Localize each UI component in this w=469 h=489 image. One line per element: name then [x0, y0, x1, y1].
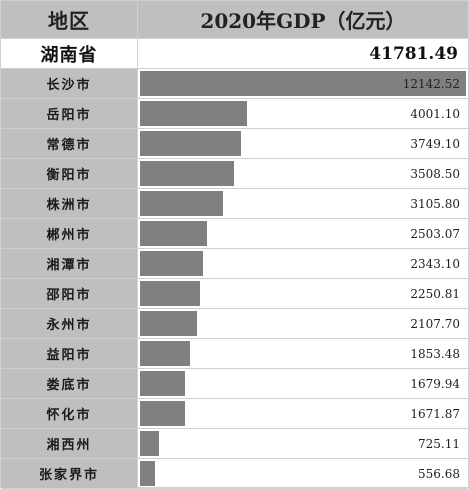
city-name: 娄底市: [1, 369, 138, 398]
gdp-value-label: 4001.10: [410, 106, 460, 121]
bar-cell: 3749.10: [138, 129, 468, 158]
city-row: 株洲市 3105.80: [1, 189, 468, 219]
city-name: 永州市: [1, 309, 138, 338]
gdp-bar: [140, 101, 247, 126]
city-name: 湘西州: [1, 429, 138, 458]
gdp-value-label: 1671.87: [410, 406, 460, 421]
gdp-value-label: 3508.50: [410, 166, 460, 181]
city-row: 常德市 3749.10: [1, 129, 468, 159]
bar-cell: 1853.48: [138, 339, 468, 368]
gdp-value-label: 2250.81: [410, 286, 460, 301]
gdp-column-header: 2020年GDP（亿元）: [200, 9, 406, 33]
bar-cell: 12142.52: [138, 69, 468, 98]
city-row: 娄底市 1679.94: [1, 369, 468, 399]
bar-cell: 2343.10: [138, 249, 468, 278]
city-name: 株洲市: [1, 189, 138, 218]
province-total-value: 41781.49: [369, 43, 458, 64]
city-name: 衡阳市: [1, 159, 138, 188]
gdp-bar: [140, 371, 185, 396]
province-name: 湖南省: [1, 39, 138, 68]
header-row: 地区 2020年GDP（亿元）: [1, 1, 468, 39]
bar-cell: 556.68: [138, 459, 468, 488]
city-row: 怀化市 1671.87: [1, 399, 468, 429]
gdp-value-label: 2503.07: [410, 226, 460, 241]
gdp-bar: [140, 461, 155, 486]
city-name: 长沙市: [1, 69, 138, 98]
bar-cell: 2107.70: [138, 309, 468, 338]
city-row: 长沙市 12142.52: [1, 69, 468, 99]
gdp-bar: [140, 281, 200, 306]
city-row: 衡阳市 3508.50: [1, 159, 468, 189]
gdp-value-label: 3105.80: [410, 196, 460, 211]
gdp-value-label: 12142.52: [402, 76, 460, 91]
gdp-value-label: 1853.48: [410, 346, 460, 361]
gdp-bar: [140, 221, 207, 246]
gdp-bar: [140, 431, 159, 456]
bar-cell: 2503.07: [138, 219, 468, 248]
bar-cell: 2250.81: [138, 279, 468, 308]
city-name: 郴州市: [1, 219, 138, 248]
city-row: 永州市 2107.70: [1, 309, 468, 339]
bar-cell: 725.11: [138, 429, 468, 458]
gdp-bar: [140, 71, 466, 96]
city-row: 湘潭市 2343.10: [1, 249, 468, 279]
region-column-header: 地区: [1, 1, 138, 38]
gdp-value-label: 2107.70: [410, 316, 460, 331]
city-name: 邵阳市: [1, 279, 138, 308]
bar-cell: 4001.10: [138, 99, 468, 128]
gdp-value-label: 2343.10: [410, 256, 460, 271]
province-total-row: 湖南省 41781.49: [1, 39, 468, 69]
gdp-bar: [140, 401, 185, 426]
gdp-value-label: 3749.10: [410, 136, 460, 151]
bar-cell: 3508.50: [138, 159, 468, 188]
gdp-bar: [140, 311, 197, 336]
gdp-value-label: 725.11: [418, 436, 460, 451]
bar-cell: 1679.94: [138, 369, 468, 398]
city-row: 湘西州 725.11: [1, 429, 468, 459]
city-name: 湘潭市: [1, 249, 138, 278]
city-name: 常德市: [1, 129, 138, 158]
city-name: 岳阳市: [1, 99, 138, 128]
city-row: 张家界市 556.68: [1, 459, 468, 489]
gdp-bar: [140, 251, 203, 276]
city-row: 邵阳市 2250.81: [1, 279, 468, 309]
gdp-bar: [140, 191, 223, 216]
gdp-value-label: 1679.94: [410, 376, 460, 391]
city-name: 益阳市: [1, 339, 138, 368]
city-name: 张家界市: [1, 459, 138, 488]
gdp-bar: [140, 161, 234, 186]
gdp-bar: [140, 131, 241, 156]
bar-cell: 1671.87: [138, 399, 468, 428]
gdp-value-label: 556.68: [418, 466, 460, 481]
bar-cell: 3105.80: [138, 189, 468, 218]
city-name: 怀化市: [1, 399, 138, 428]
gdp-bar: [140, 341, 190, 366]
city-row: 益阳市 1853.48: [1, 339, 468, 369]
city-row: 岳阳市 4001.10: [1, 99, 468, 129]
city-row: 郴州市 2503.07: [1, 219, 468, 249]
